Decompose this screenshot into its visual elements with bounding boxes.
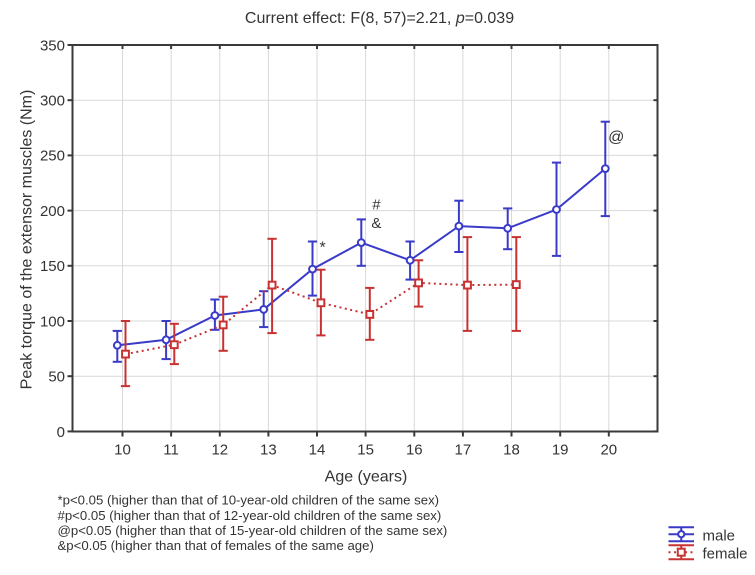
svg-text:16: 16 — [406, 441, 423, 458]
svg-text:20: 20 — [600, 441, 617, 458]
svg-text:*p<0.05 (higher than that of 1: *p<0.05 (higher than that of 10-year-old… — [58, 493, 440, 508]
svg-text:0: 0 — [57, 424, 65, 441]
svg-text:11: 11 — [163, 441, 179, 458]
svg-text:@p<0.05 (higher than that of 1: @p<0.05 (higher than that of 15-year-old… — [58, 523, 448, 538]
svg-text:13: 13 — [260, 441, 277, 458]
svg-text:350: 350 — [40, 37, 65, 54]
svg-text:17: 17 — [455, 441, 472, 458]
svg-text:12: 12 — [211, 441, 228, 458]
svg-text:250: 250 — [40, 148, 65, 165]
svg-text:150: 150 — [40, 258, 65, 275]
svg-text:&: & — [371, 215, 381, 232]
svg-text:#: # — [372, 196, 381, 213]
svg-text:&p<0.05 (higher than that of f: &p<0.05 (higher than that of females of … — [58, 538, 374, 553]
svg-text:100: 100 — [40, 313, 65, 330]
svg-text:Peak torque of the extensor mu: Peak torque of the extensor muscles (Nm) — [19, 90, 36, 390]
svg-text:*: * — [319, 239, 325, 256]
svg-text:Current effect: F(8, 57)=2.21,: Current effect: F(8, 57)=2.21, p=0.039 — [245, 10, 514, 27]
svg-text:15: 15 — [357, 441, 374, 458]
svg-text:#p<0.05 (higher than that of 1: #p<0.05 (higher than that of 12-year-old… — [58, 508, 442, 523]
svg-text:14: 14 — [309, 441, 326, 458]
svg-text:18: 18 — [503, 441, 520, 458]
svg-text:male: male — [703, 527, 736, 544]
svg-text:@: @ — [608, 129, 624, 146]
svg-text:19: 19 — [552, 441, 569, 458]
svg-text:female: female — [703, 546, 748, 563]
svg-text:50: 50 — [48, 369, 65, 386]
svg-text:300: 300 — [40, 93, 65, 110]
svg-text:200: 200 — [40, 203, 65, 220]
svg-text:Age (years): Age (years) — [325, 468, 408, 485]
svg-text:10: 10 — [114, 441, 131, 458]
